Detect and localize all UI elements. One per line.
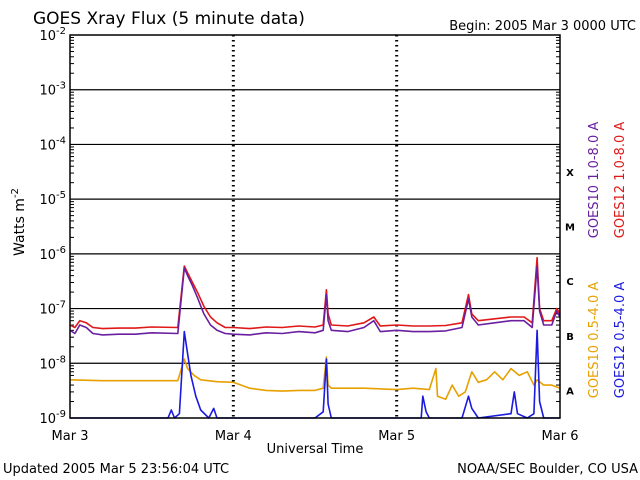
y-tick-base: 10 — [39, 193, 56, 208]
series-line-goes10-1-0-8-0-a — [69, 265, 561, 336]
x-tick-label: Mar 4 — [215, 429, 252, 444]
svg-text:Watts m-2: Watts m-2 — [10, 188, 28, 256]
legend-label: GOES12 0.5-4.0 A — [613, 282, 628, 399]
y-tick-exponent: -4 — [56, 135, 66, 146]
y-tick-base: 10 — [39, 138, 56, 153]
y-tick-base: 10 — [39, 357, 56, 372]
y-tick-label: 10-9 — [39, 409, 66, 427]
legend-item: GOES12 0.5-4.0 A — [613, 282, 628, 399]
chart-title: GOES Xray Flux (5 minute data) — [33, 9, 305, 29]
legend-label: GOES10 0.5-4.0 A — [587, 282, 602, 399]
y-tick-exponent: -5 — [56, 190, 66, 201]
x-tick-label: Mar 6 — [542, 429, 579, 444]
y-tick-label: 10-7 — [39, 300, 66, 318]
y-tick-exponent: -8 — [56, 354, 66, 365]
y-tick-label: 10-6 — [39, 245, 66, 263]
flare-class-a: A — [566, 387, 574, 398]
x-tick-label: Mar 5 — [378, 429, 415, 444]
flare-class-b: B — [566, 332, 574, 343]
y-tick-exponent: -6 — [56, 245, 66, 256]
y-axis-label-exponent: -2 — [10, 188, 21, 198]
y-tick-base: 10 — [39, 248, 56, 263]
y-tick-exponent: -7 — [56, 300, 66, 311]
y-tick-label: 10-4 — [39, 135, 66, 153]
begin-label: Begin: 2005 Mar 3 0000 UTC — [449, 19, 636, 34]
updated-label: Updated 2005 Mar 5 23:56:04 UTC — [3, 462, 229, 477]
y-tick-label: 10-8 — [39, 354, 66, 372]
flare-class-c: C — [566, 277, 573, 288]
y-tick-exponent: -2 — [56, 26, 66, 37]
legend-label: GOES10 1.0-8.0 A — [587, 122, 602, 239]
y-tick-base: 10 — [39, 29, 56, 44]
flare-class-m: M — [565, 223, 575, 234]
y-tick-label: 10-3 — [39, 81, 66, 99]
series-line-goes12-1-0-8-0-a — [69, 256, 561, 330]
y-tick-base: 10 — [39, 84, 56, 99]
y-tick-label: 10-5 — [39, 190, 66, 208]
y-axis-label: Watts m-2 — [10, 188, 28, 256]
y-tick-label: 10-2 — [39, 26, 66, 44]
series-line-goes10-0-5-4-0-a — [69, 356, 561, 401]
legend-item: GOES10 1.0-8.0 A — [587, 122, 602, 239]
y-axis-label-base: Watts m — [12, 198, 28, 256]
x-tick-label: Mar 3 — [52, 429, 89, 444]
y-tick-exponent: -3 — [56, 81, 66, 92]
plot-frame — [69, 34, 561, 419]
legend-item: GOES12 1.0-8.0 A — [613, 122, 628, 239]
y-tick-exponent: -9 — [56, 409, 66, 420]
y-tick-base: 10 — [39, 303, 56, 318]
legend-item: GOES10 0.5-4.0 A — [587, 282, 602, 399]
x-axis-label: Universal Time — [267, 442, 364, 457]
series-line-goes12-0-5-4-0-a — [70, 329, 560, 419]
y-tick-base: 10 — [39, 412, 56, 427]
credit-label: NOAA/SEC Boulder, CO USA — [457, 462, 638, 477]
legend-label: GOES12 1.0-8.0 A — [613, 122, 628, 239]
flare-class-x: X — [566, 168, 574, 179]
